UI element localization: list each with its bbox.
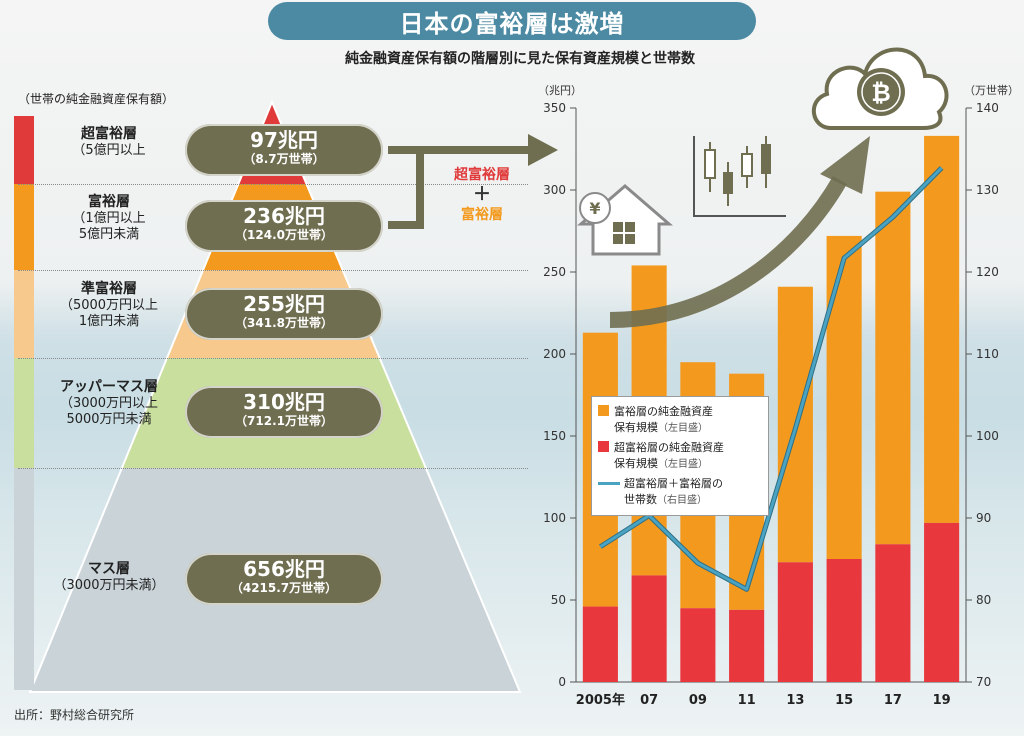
side-bar-fuyu: [14, 184, 34, 270]
right-tick-label: 70: [976, 675, 991, 689]
pill-households: （341.8万世帯）: [235, 316, 333, 330]
legend-item-fuyu: 富裕層の純金融資産 保有規模（左目盛）: [598, 403, 713, 435]
chart-legend: 富裕層の純金融資産 保有規模（左目盛） 超富裕層の純金融資産 保有規模（左目盛）…: [591, 396, 769, 516]
tier-label-mass: マス層 （3000万円未満）: [53, 561, 165, 593]
pill-households: （124.0万世帯）: [235, 228, 333, 242]
arrow-label-chofuyu: 超富裕層: [454, 167, 510, 183]
pill-uppermass: 310兆円 （712.1万世帯）: [185, 386, 383, 438]
pill-amount: 236兆円: [243, 204, 325, 228]
bar-chofuyu: [875, 544, 911, 682]
side-bar-uppermass: [14, 358, 34, 468]
yen-house-icon: ¥: [576, 184, 674, 256]
side-bar-mass: [14, 468, 34, 690]
bar-fuyu: [924, 135, 960, 523]
tier-label-junfuyu: 準富裕層 （5000万円以上 1億円未満: [59, 281, 159, 329]
left-tick-label: 200: [543, 347, 566, 361]
legend-swatch-chofuyu: [598, 441, 609, 452]
bar-chofuyu: [582, 606, 618, 682]
side-bar-junfuyu: [14, 270, 34, 358]
arrow-label-plus: ＋: [473, 184, 491, 205]
pill-households: （4215.7万世帯）: [230, 581, 338, 595]
pill-households: （8.7万世帯）: [243, 152, 325, 166]
arrow-label-fuyu: 富裕層: [461, 207, 503, 223]
right-tick-label: 80: [976, 593, 991, 607]
right-tick-label: 140: [976, 101, 999, 115]
bar-fuyu: [875, 191, 911, 545]
pill-amount: 310兆円: [243, 390, 325, 414]
pill-households: （712.1万世帯）: [235, 414, 333, 428]
legend-item-chofuyu: 超富裕層の純金融資産 保有規模（左目盛）: [598, 439, 724, 471]
left-tick-label: 250: [543, 265, 566, 279]
pill-junfuyu: 255兆円 （341.8万世帯）: [185, 288, 383, 340]
bar-chofuyu: [826, 559, 862, 682]
left-axis-unit: （兆円）: [538, 84, 582, 97]
growth-arrow-icon: [609, 136, 870, 328]
tier-separator: [18, 270, 528, 271]
tier-separator: [18, 184, 528, 185]
bar-chofuyu: [777, 562, 813, 682]
bracket-arrow-icon: [388, 134, 558, 229]
left-tick-label: 0: [558, 675, 566, 689]
svg-text:¥: ¥: [589, 199, 600, 218]
right-tick-label: 110: [976, 347, 999, 361]
pill-chofuyu: 97兆円 （8.7万世帯）: [185, 124, 383, 176]
right-tick-label: 120: [976, 265, 999, 279]
right-tick-label: 130: [976, 183, 999, 197]
x-tick-label: 13: [786, 693, 804, 708]
x-tick-label: 2005年: [576, 692, 625, 708]
x-tick-label: 07: [640, 693, 658, 708]
x-tick-label: 19: [933, 693, 951, 708]
tier-label-chofuyu: 超富裕層 （5億円以上: [72, 126, 146, 158]
left-axis-header: （世帯の純金融資産保有額）: [18, 92, 175, 106]
bar-chofuyu: [680, 608, 716, 682]
side-bar-chofuyu: [14, 116, 34, 184]
line-households: [599, 166, 943, 591]
left-tick-label: 350: [543, 101, 566, 115]
page-title: 日本の富裕層は激増: [268, 2, 756, 40]
bar-chofuyu: [631, 575, 667, 682]
bar-chofuyu: [729, 609, 765, 682]
right-tick-label: 100: [976, 429, 999, 443]
page-subtitle: 純金融資産保有額の階層別に見た保有資産規模と世帯数: [345, 51, 695, 67]
right-tick-label: 90: [976, 511, 991, 525]
tier-label-uppermass: アッパーマス層 （3000万円以上 5000万円未満: [59, 379, 159, 427]
right-axis-unit: （万世帯）: [964, 84, 1019, 97]
left-tick-label: 50: [551, 593, 566, 607]
left-tick-label: 150: [543, 429, 566, 443]
x-tick-label: 17: [884, 693, 902, 708]
pill-mass: 656兆円 （4215.7万世帯）: [185, 553, 383, 605]
pill-fuyu: 236兆円 （124.0万世帯）: [185, 200, 383, 252]
legend-swatch-fuyu: [598, 405, 609, 416]
arrow-label: 超富裕層 ＋ 富裕層: [432, 165, 532, 225]
pill-amount: 656兆円: [243, 557, 325, 581]
x-tick-label: 11: [738, 693, 756, 708]
svg-text:₿: ₿: [871, 79, 891, 107]
left-tick-label: 100: [543, 511, 566, 525]
tier-separator: [18, 358, 528, 359]
candlestick-chart-icon: [693, 136, 786, 217]
bitcoin-cloud-icon: ₿: [811, 47, 949, 130]
x-tick-label: 09: [689, 693, 707, 708]
legend-item-households: 超富裕層＋富裕層の 世帯数（右目盛）: [598, 475, 723, 507]
left-tick-label: 300: [543, 183, 566, 197]
bar-chofuyu: [924, 522, 960, 682]
legend-line-households: [598, 482, 620, 485]
source-note: 出所：野村総合研究所: [14, 708, 135, 722]
tier-separator: [18, 468, 528, 469]
pill-amount: 97兆円: [250, 128, 318, 152]
bar-fuyu: [826, 235, 862, 560]
x-tick-label: 15: [835, 693, 853, 708]
pill-amount: 255兆円: [243, 292, 325, 316]
tier-label-fuyu: 富裕層 （1億円以上 5億円未満: [72, 194, 146, 242]
